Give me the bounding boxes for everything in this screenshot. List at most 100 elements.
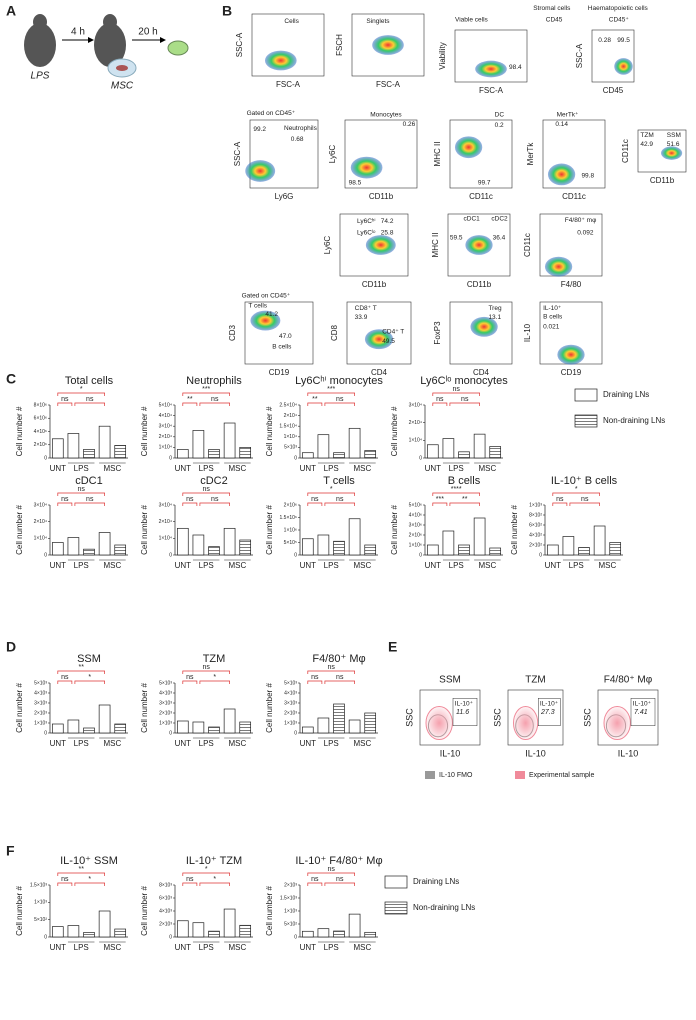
y-tick-label: 1×10⁴ [159, 536, 172, 542]
significance-bracket [57, 392, 105, 396]
x-tick-label: UNT [175, 943, 192, 952]
y-axis-label: Cell number # [390, 406, 399, 456]
y-tick-label: 5×10⁴ [159, 402, 172, 408]
bar [348, 518, 361, 556]
x-tick-label: UNT [50, 739, 67, 748]
gate-label: B cells [543, 314, 563, 321]
y-tick-label: 5×10³ [159, 680, 172, 686]
x-tick-label: MSC [599, 561, 617, 570]
legend-label: IL-10 FMO [439, 772, 473, 779]
bar [442, 530, 455, 556]
x-tick-label: LPS [324, 943, 339, 952]
gate-label: CD45 [546, 16, 563, 23]
y-tick-label: 1×10⁴ [159, 445, 172, 451]
gate-label: 25.8 [381, 229, 394, 236]
y-tick-label: 2×10⁶ [34, 442, 47, 448]
y-tick-label: 3×10³ [284, 700, 297, 706]
flow-x-label: CD11b [362, 280, 387, 289]
gate-label: 11.6 [456, 709, 469, 716]
chart-title: Ly6Cʰⁱ monocytes [295, 375, 383, 387]
density-cloud [372, 35, 404, 55]
significance-bracket [182, 882, 198, 886]
y-tick-label: 5×10⁵ [284, 540, 297, 546]
y-tick-label: 1×10⁴ [284, 434, 297, 440]
significance-bracket [74, 882, 105, 886]
bar [239, 447, 252, 459]
y-tick-label: 2×10³ [284, 710, 297, 716]
density-cloud [470, 316, 498, 337]
bar [208, 726, 220, 734]
x-tick-label: MSC [104, 943, 122, 952]
bar [67, 433, 80, 459]
x-tick-label: LPS [74, 464, 89, 473]
y-tick-label: 2×10⁶ [409, 532, 422, 538]
legend-label: Draining LNs [413, 877, 459, 886]
y-axis-label: Cell number # [265, 683, 274, 733]
chart-title: Total cells [65, 375, 114, 387]
y-tick-label: 0 [169, 934, 172, 940]
significance-label: * [213, 876, 216, 883]
x-tick-label: UNT [50, 561, 67, 570]
y-tick-label: 0 [169, 552, 172, 558]
significance-label: * [213, 674, 216, 681]
gate-label: F4/80⁺ mφ [565, 217, 597, 224]
significance-label: * [88, 876, 91, 883]
sample-contour [603, 706, 631, 740]
gate-label: 47.0 [279, 333, 292, 340]
gate-label: 42.9 [640, 141, 653, 148]
y-tick-label: 0 [294, 934, 297, 940]
gate-label: 0.28 [598, 37, 611, 44]
y-tick-label: 0 [419, 552, 422, 558]
step-label: 20 h [138, 27, 157, 38]
flow-x-label: IL-10 [618, 748, 639, 758]
y-tick-label: 6×10² [529, 522, 542, 528]
gate-label: Treg [488, 305, 502, 312]
bar [51, 723, 64, 734]
significance-bracket [432, 492, 480, 496]
bar [364, 712, 377, 734]
significance-bracket [324, 680, 355, 684]
significance-bracket [199, 680, 230, 684]
gate-label: 59.5 [450, 234, 463, 241]
significance-label: ns [436, 396, 444, 403]
bar [489, 547, 502, 556]
significance-bracket [449, 502, 480, 506]
bar [176, 720, 189, 734]
flow-y-label: MerTk [526, 142, 535, 166]
y-axis-label: Cell number # [140, 683, 149, 733]
bar [578, 547, 590, 556]
x-tick-label: MSC [104, 739, 122, 748]
gate-label: 0.68 [291, 136, 304, 143]
y-tick-label: 5×10² [284, 921, 297, 927]
plot-title: TZM [525, 675, 546, 686]
y-tick-label: 0 [294, 455, 297, 461]
y-tick-label: 3×10⁴ [34, 502, 47, 508]
y-axis-label: Cell number # [510, 505, 519, 555]
gate-label: 0.092 [577, 229, 594, 236]
y-tick-label: 3×10³ [34, 700, 47, 706]
significance-bracket [74, 680, 105, 684]
chart-title: Ly6Cˡᵒ monocytes [420, 375, 508, 387]
legend-swatch [384, 875, 408, 889]
plot-title: F4/80⁺ Mφ [604, 675, 653, 686]
chart-title: IL-10⁺ TZM [186, 855, 242, 867]
y-tick-label: 1.5×10⁴ [279, 424, 297, 430]
density-cloud [364, 329, 394, 350]
x-tick-label: MSC [104, 464, 122, 473]
significance-label: ns [77, 486, 85, 493]
significance-bracket [432, 402, 448, 406]
significance-label: ns [186, 496, 194, 503]
gate-label: T cells [248, 302, 267, 309]
legend-label: Non-draining LNs [603, 416, 665, 425]
y-tick-label: 5×10³ [284, 680, 297, 686]
significance-label: **** [451, 486, 462, 493]
density-cloud [544, 256, 573, 277]
legend-label: Draining LNs [603, 390, 649, 399]
y-tick-label: 4×10⁶ [34, 429, 47, 435]
density-cloud [614, 58, 633, 75]
gate-label: MerTk⁺ [557, 111, 579, 118]
x-tick-label: LPS [74, 561, 89, 570]
significance-bracket [57, 872, 105, 876]
y-tick-label: 2×10⁶ [284, 502, 297, 508]
chart-title: F4/80⁺ Mφ [312, 653, 365, 665]
